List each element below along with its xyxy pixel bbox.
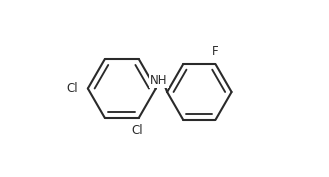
Text: Cl: Cl [67,82,78,95]
Text: F: F [212,45,219,58]
Text: Cl: Cl [131,124,143,137]
Text: NH: NH [150,74,168,87]
